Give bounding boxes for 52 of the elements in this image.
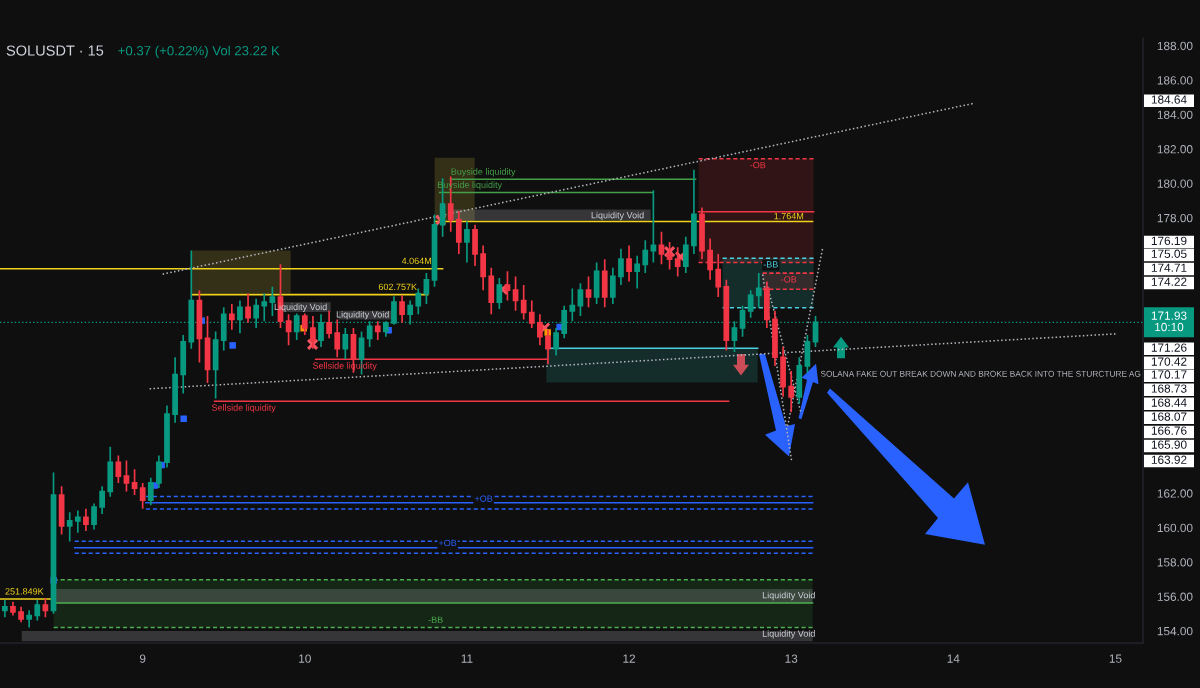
y-tick-label: 156.00	[1157, 592, 1193, 601]
annotation: +OB	[474, 495, 493, 502]
text: 175.05	[1151, 249, 1187, 258]
text: 168.73	[1151, 384, 1187, 393]
annotation: Liquidity Void	[762, 591, 815, 601]
x-tick-label: 15	[1109, 654, 1122, 663]
annotation: Liquidity Void	[336, 310, 389, 320]
text: 168.07	[1151, 412, 1187, 421]
text: 184.64	[1151, 95, 1187, 104]
annotation: -BB	[763, 261, 778, 268]
annotation: +OB	[438, 539, 457, 547]
annotation: Sellside liquidity	[211, 404, 276, 413]
annotation: -OB	[750, 161, 766, 169]
x-tick-label: 13	[785, 654, 798, 663]
text: 176.19	[1151, 236, 1187, 245]
y-tick-label: 160.00	[1157, 523, 1193, 533]
text: 165.90	[1151, 440, 1187, 449]
text: 170.17	[1151, 370, 1187, 379]
annotation: -BB	[428, 616, 443, 623]
x-tick-label: 10	[299, 654, 311, 663]
chart-title: SOLUSDT · 15	[6, 45, 104, 56]
annotation: 251.849K	[5, 588, 44, 595]
y-tick-label: 182.00	[1157, 145, 1193, 154]
y-tick-label: 184.00	[1157, 110, 1193, 119]
text: 174.22	[1151, 277, 1187, 286]
y-tick-label: 186.00	[1157, 76, 1193, 85]
annotation: SOLANA FAKE OUT BREAK DOWN AND BROKE BACK INTO THE STURCTURE AG	[820, 370, 1141, 377]
text: 174.71	[1151, 263, 1187, 272]
y-tick-label: 188.00	[1157, 41, 1193, 51]
annotation: 4.064M	[401, 257, 431, 265]
annotation: -OB	[781, 276, 797, 283]
y-tick-label: 154.00	[1157, 626, 1193, 636]
annotation: Liquidity Void	[591, 211, 644, 221]
text: 171.26	[1151, 343, 1187, 352]
text: 168.44	[1151, 398, 1187, 407]
x-tick-label: 12	[623, 654, 636, 663]
y-tick-label: 162.00	[1157, 489, 1193, 498]
y-tick-label: 158.00	[1157, 558, 1193, 567]
x-tick-label: 11	[461, 654, 473, 663]
annotation: 1.764M	[774, 212, 804, 220]
text: +0.37 (+0.22%) Vol 23.22 K	[118, 45, 280, 58]
annotation: 602.757K	[378, 283, 417, 291]
text: 163.92	[1151, 455, 1187, 464]
ref-line-label: 171.93 10:10	[1151, 311, 1187, 332]
y-tick-label: 180.00	[1157, 179, 1193, 188]
y-tick-label: 178.00	[1157, 213, 1193, 223]
x-tick-label: 14	[947, 654, 960, 663]
annotation: Buyside liquidity	[451, 168, 516, 177]
text: 170.42	[1151, 357, 1187, 366]
annotation: Liquidity Void	[762, 630, 815, 639]
text: 166.76	[1151, 426, 1187, 435]
x-tick-label: 9	[139, 654, 146, 663]
